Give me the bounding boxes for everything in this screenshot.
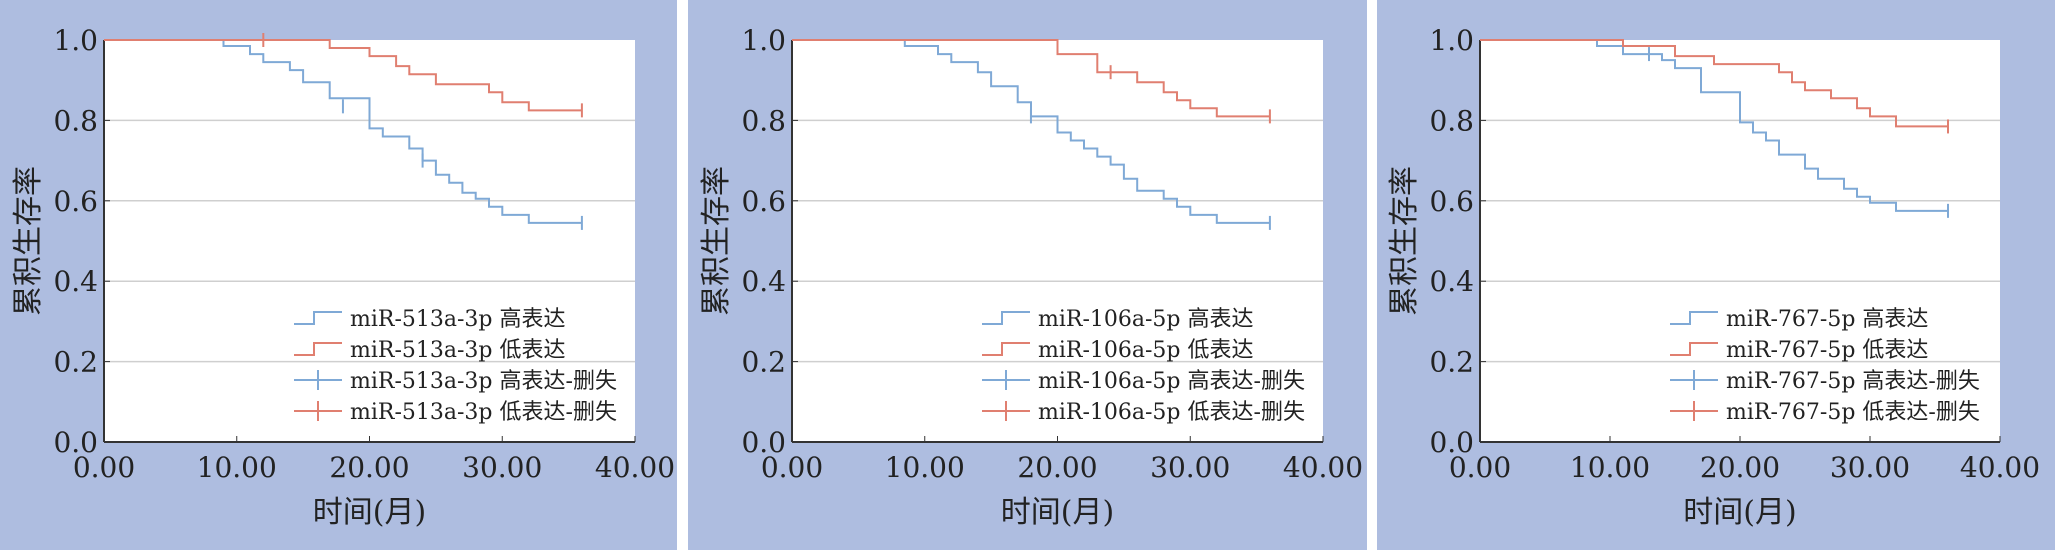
chart1-x-tick-label: 20.00 — [329, 451, 409, 484]
chart1-x-tick-label: 10.00 — [197, 451, 277, 484]
chart3-y-tick-label: 0.8 — [1429, 104, 1474, 137]
chart1-x-axis-title: 时间(月) — [313, 495, 426, 530]
chart1-y-tick-label: 0.4 — [53, 265, 98, 298]
chart3-legend-swatch — [1670, 342, 1718, 356]
chart2-series-1-line — [792, 39, 1270, 224]
chart3-x-tick-label: 20.00 — [1700, 451, 1780, 484]
chart1-y-tick-label: 0.6 — [53, 185, 98, 218]
chart3-series-2-line — [1480, 39, 1948, 128]
chart2-y-tick-label: 0.2 — [741, 346, 786, 379]
chart3-y-tick-label: 1.0 — [1429, 24, 1474, 57]
chart1-legend-swatch — [294, 342, 342, 356]
chart2-legend-label: miR-106a-5p 低表达-删失 — [1038, 400, 1305, 425]
chart2-x-tick-label: 20.00 — [1017, 451, 1097, 484]
chart3-y-axis-title: 累积生存率 — [1387, 166, 1422, 316]
chart1-x-tick-label: 30.00 — [462, 451, 542, 484]
chart3-x-axis-title: 时间(月) — [1683, 495, 1796, 530]
chart3-x-tick-label: 40.00 — [1960, 451, 2040, 484]
chart1-y-tick-label: 0.8 — [53, 104, 98, 137]
chart2-plot-area — [792, 40, 1323, 442]
chart3-y-tick-label: 0.0 — [1429, 426, 1474, 459]
chart1-legend-label: miR-513a-3p 低表达-删失 — [350, 400, 617, 425]
chart2-legend-swatch — [982, 311, 1030, 325]
chart3-legend-swatch — [1670, 311, 1718, 325]
chart2-x-axis-title: 时间(月) — [1001, 495, 1114, 530]
chart1-legend-label: miR-513a-3p 高表达 — [350, 307, 566, 332]
chart2-x-tick-label: 40.00 — [1283, 451, 1363, 484]
chart3-legend-label: miR-767-5p 高表达-删失 — [1726, 369, 1980, 394]
chart1-y-axis-title: 累积生存率 — [11, 166, 46, 316]
chart2-x-tick-label: 0.00 — [761, 451, 823, 484]
chart3-legend-label: miR-767-5p 低表达-删失 — [1726, 400, 1980, 425]
chart2-x-tick-label: 10.00 — [885, 451, 965, 484]
chart1-legend-label: miR-513a-3p 高表达-删失 — [350, 369, 617, 394]
chart2-y-tick-label: 1.0 — [741, 24, 786, 57]
chart1-legend-label: miR-513a-3p 低表达 — [350, 338, 566, 363]
chart3-series-1-line — [1480, 39, 1948, 212]
chart1-y-tick-label: 0.2 — [53, 346, 98, 379]
chart2-y-tick-label: 0.8 — [741, 104, 786, 137]
chart3-legend-label: miR-767-5p 高表达 — [1726, 307, 1928, 332]
chart1-x-tick-label: 40.00 — [595, 451, 675, 484]
chart1-y-tick-label: 0.0 — [53, 426, 98, 459]
chart1-y-tick-label: 1.0 — [53, 24, 98, 57]
chart2-y-tick-label: 0.4 — [741, 265, 786, 298]
chart2-series-2-line — [792, 39, 1270, 118]
chart2-legend-label: miR-106a-5p 高表达-删失 — [1038, 369, 1305, 394]
chart2-legend-label: miR-106a-5p 高表达 — [1038, 307, 1254, 332]
chart3-y-tick-label: 0.2 — [1429, 346, 1474, 379]
chart2-y-axis-title: 累积生存率 — [699, 166, 734, 316]
chart3-x-tick-label: 10.00 — [1570, 451, 1650, 484]
chart3-legend-label: miR-767-5p 低表达 — [1726, 338, 1928, 363]
chart3-x-tick-label: 30.00 — [1830, 451, 1910, 484]
chart3-y-tick-label: 0.4 — [1429, 265, 1474, 298]
chart2-legend-label: miR-106a-5p 低表达 — [1038, 338, 1254, 363]
chart1-series-1-line — [104, 39, 582, 224]
chart2-y-tick-label: 0.0 — [741, 426, 786, 459]
chart3-x-tick-label: 0.00 — [1449, 451, 1511, 484]
chart2-y-tick-label: 0.6 — [741, 185, 786, 218]
chart2-legend-swatch — [982, 342, 1030, 356]
chart1-legend-swatch — [294, 311, 342, 325]
chart2-x-tick-label: 30.00 — [1150, 451, 1230, 484]
chart1-series-2-line — [104, 39, 582, 112]
chart3-y-tick-label: 0.6 — [1429, 185, 1474, 218]
chart1-x-tick-label: 0.00 — [73, 451, 135, 484]
